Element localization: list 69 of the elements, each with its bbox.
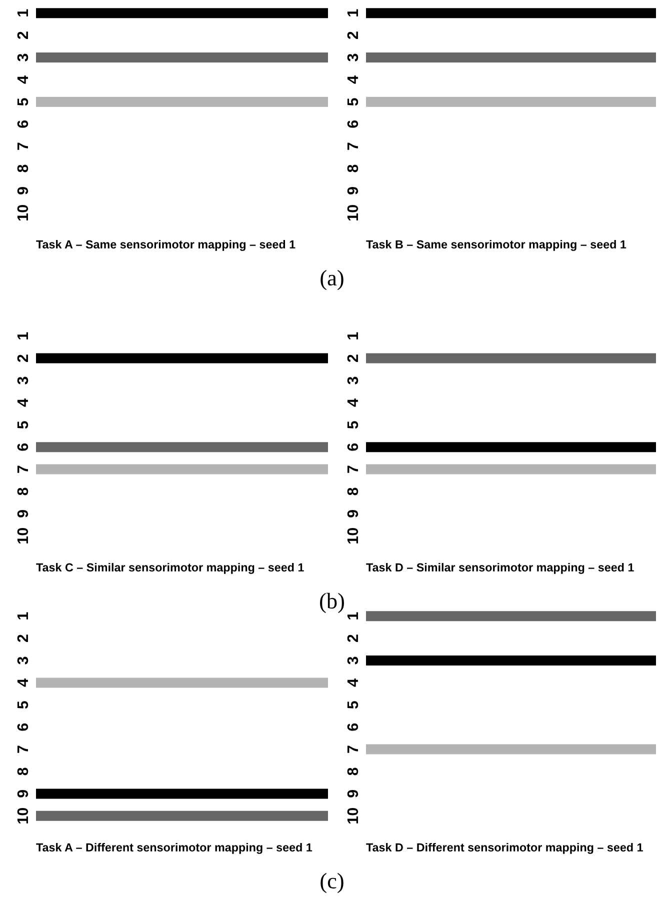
y-tick-label: 6 [17,443,28,451]
y-tick-label: 9 [347,510,358,518]
text: Task A – Same sensorimotor mapping – seed 1 [36,240,296,251]
y-tick-label: 6 [347,443,358,451]
y-tick-label: 7 [347,142,358,150]
y-tick-label: 2 [347,634,358,642]
y-tick-label: 10 [17,205,28,220]
y-tick-label: 6 [347,723,358,731]
y-tick-label: 4 [347,678,358,687]
y-tick-label: 4 [347,76,358,84]
y-tick-label: 2 [17,354,28,362]
y-tick-label: 2 [17,32,28,40]
y-tick-label: 5 [347,421,358,429]
y-tick-label: 7 [17,466,28,473]
y-tick-label: 3 [347,656,358,664]
y-tick-label: 1 [17,612,28,620]
y-tick-label: 3 [17,656,28,664]
y-tick-label: 10 [347,528,358,544]
y-tick-label: 1 [347,332,358,340]
y-tick-label: 9 [17,790,28,798]
y-tick-label: 1 [347,612,358,620]
y-tick-label: 2 [347,32,358,40]
y-tick-label: 8 [17,488,28,496]
y-tick-label: 7 [347,466,358,473]
y-tick-label: 1 [17,9,28,16]
text: Task B – Same sensorimotor mapping – seed 1 [366,240,626,251]
y-tick-label: 8 [17,768,28,776]
text: Task A – Different sensorimotor mapping – seed 1 [36,842,312,854]
y-tick-label: 8 [347,768,358,776]
y-tick-label: 2 [347,354,358,362]
y-tick-label: 10 [17,528,28,544]
y-tick-label: 2 [17,634,28,642]
y-tick-label: 8 [17,164,28,172]
y-tick-label: 6 [347,120,358,128]
y-tick-label: 3 [17,54,28,62]
y-tick-label: 3 [347,376,358,384]
y-tick-label: 4 [17,398,28,407]
y-tick-label: 5 [347,701,358,709]
y-tick-label: 7 [17,142,28,150]
y-tick-label: 10 [347,205,358,220]
text: Task D – Similar sensorimotor mapping – seed 1 [366,562,634,574]
y-tick-label: 7 [17,746,28,753]
y-tick-label: 10 [17,808,28,824]
y-tick-label: 9 [17,510,28,518]
y-tick-label: 6 [17,120,28,128]
text: (a) [320,270,344,290]
y-tick-label: 3 [17,376,28,384]
y-tick-label: 1 [347,9,358,16]
y-tick-label: 8 [347,164,358,172]
text: Task D – Different sensorimotor mapping – seed 1 [366,842,643,854]
y-tick-label: 10 [347,808,358,824]
y-tick-label: 4 [17,678,28,687]
y-tick-label: 3 [347,54,358,62]
y-tick-label: 5 [347,98,358,106]
y-tick-label: 1 [17,332,28,340]
y-tick-label: 9 [347,790,358,798]
text: (c) [320,872,344,894]
y-tick-label: 7 [347,746,358,753]
y-tick-label: 5 [17,701,28,709]
y-tick-label: 4 [17,76,28,84]
y-tick-label: 5 [17,421,28,429]
y-tick-label: 9 [347,187,358,194]
y-tick-label: 4 [347,398,358,407]
y-tick-label: 6 [17,723,28,731]
annotation: (b) [320,592,344,614]
text: Task C – Similar sensorimotor mapping – seed 1 [36,562,304,574]
y-tick-label: 9 [17,187,28,194]
y-tick-label: 8 [347,488,358,496]
y-tick-label: 5 [17,98,28,106]
